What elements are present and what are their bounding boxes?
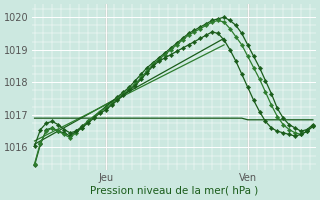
- X-axis label: Pression niveau de la mer( hPa ): Pression niveau de la mer( hPa ): [90, 186, 258, 196]
